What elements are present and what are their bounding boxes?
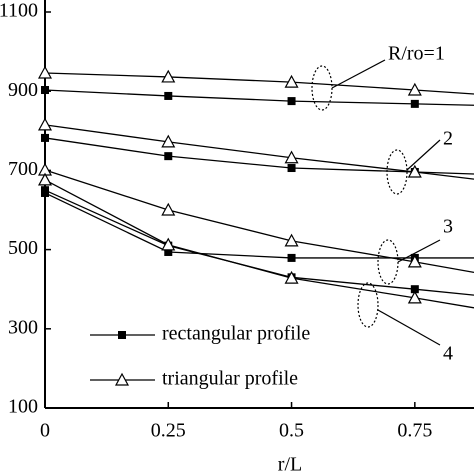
annotation: 4 — [443, 343, 453, 365]
marker-triangle — [37, 117, 53, 131]
marker-triangle — [407, 82, 422, 96]
marker-triangle — [284, 74, 299, 88]
y-tick-label: 500 — [8, 237, 38, 259]
annotation: R/ro=1 — [388, 43, 445, 65]
marker-triangle — [284, 150, 299, 164]
annotation: 2 — [443, 128, 453, 150]
y-tick-label: 1100 — [0, 0, 38, 22]
marker-triangle — [161, 134, 176, 148]
marker-square — [118, 331, 126, 339]
legend-label: triangular profile — [162, 368, 298, 390]
marker-square — [287, 164, 296, 173]
marker-triangle — [161, 237, 176, 251]
annotation: 3 — [443, 216, 453, 238]
marker-square — [287, 253, 296, 262]
marker-square — [164, 152, 173, 161]
x-tick-label: 0.75 — [397, 420, 432, 442]
ellipses — [311, 65, 408, 328]
x-tick-label: 0.25 — [151, 420, 186, 442]
marker-square — [41, 133, 49, 142]
legend-label: rectangular profile — [162, 323, 310, 345]
y-tick-label: 700 — [8, 158, 38, 180]
curve — [44, 124, 474, 180]
marker-square — [164, 91, 173, 100]
marker-square — [41, 186, 49, 195]
marker-triangle — [161, 69, 176, 83]
marker-square — [41, 86, 49, 95]
marker-triangle — [114, 372, 130, 386]
y-tick-label: 900 — [8, 79, 38, 101]
curve — [44, 192, 474, 259]
marker-triangle — [407, 254, 422, 268]
x-axis-label: r/L — [278, 454, 302, 474]
marker-square — [164, 247, 173, 256]
x-tick-label: 0.5 — [279, 420, 304, 442]
curve — [44, 72, 474, 95]
marker-triangle — [37, 172, 53, 186]
marker-triangle — [407, 290, 422, 304]
marker-triangle — [37, 65, 53, 79]
y-tick-label: 100 — [8, 396, 38, 418]
curve — [44, 189, 474, 296]
marker-triangle — [284, 233, 299, 247]
marker-square — [410, 99, 419, 108]
x-tick-label: 0 — [40, 420, 50, 442]
curve — [44, 137, 474, 175]
marker-square — [287, 97, 296, 106]
marker-triangle — [284, 270, 299, 284]
marker-triangle — [161, 202, 176, 216]
marker-triangle — [407, 164, 422, 178]
marker-square — [410, 285, 419, 294]
y-tick-label: 300 — [8, 316, 38, 338]
